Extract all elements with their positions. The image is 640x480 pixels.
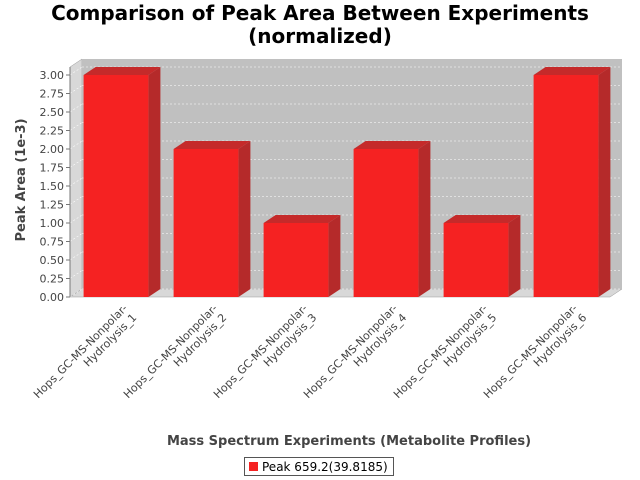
x-category-label-line: Hops_GC-MS-Nonpolar- <box>31 302 130 401</box>
x-category-label: Hops_GC-MS-Nonpolar-Hydrolysis_6 <box>481 302 589 410</box>
legend-swatch <box>249 462 258 471</box>
chart-title-line-2: (normalized) <box>248 24 392 48</box>
bar <box>533 67 611 297</box>
bar-top <box>173 141 251 149</box>
y-tick-label: 0.25 <box>40 273 65 286</box>
gridline-wall <box>69 103 83 113</box>
bar-front <box>533 75 599 297</box>
bar-side <box>148 67 161 297</box>
bar <box>173 141 251 297</box>
gridline-wall <box>69 177 83 187</box>
bar-top <box>353 141 431 149</box>
chart-title: Comparison of Peak Area Between Experime… <box>0 2 640 48</box>
bar-top <box>83 67 161 75</box>
x-axis-label: Mass Spectrum Experiments (Metabolite Pr… <box>167 434 531 449</box>
bar-front <box>353 149 419 297</box>
plot-area <box>82 59 622 289</box>
gridline-wall <box>69 66 83 76</box>
gridlines <box>69 66 622 298</box>
y-tick-label: 1.50 <box>40 180 65 193</box>
x-axis-categories: Hops_GC-MS-Nonpolar-Hydrolysis_1Hops_GC-… <box>31 302 589 410</box>
bar-top <box>263 215 341 223</box>
x-category-label-line: Hops_GC-MS-Nonpolar- <box>391 302 490 401</box>
bar-side <box>418 141 431 297</box>
legend: Peak 659.2(39.8185) <box>244 457 394 476</box>
x-category-label-line: Hops_GC-MS-Nonpolar- <box>301 302 400 401</box>
bar-front <box>263 223 329 297</box>
gridline-wall <box>69 233 83 242</box>
bar-front <box>173 149 239 297</box>
bar-front <box>443 223 509 297</box>
y-axis-ticks: 0.00 0.25 0.50 0.75 1.00 1.25 1.50 1.75 2.00 2.25… <box>40 67 71 304</box>
gridline-wall <box>69 288 83 298</box>
left-wall <box>69 58 83 298</box>
bar-top <box>533 67 611 75</box>
gridline-wall <box>69 159 83 168</box>
y-tick-label: 1.25 <box>40 199 65 212</box>
bar-side <box>508 215 521 297</box>
y-tick-label: 0.00 <box>40 291 65 304</box>
y-tick-label: 2.75 <box>40 88 65 101</box>
gridline-wall <box>69 140 83 150</box>
y-tick-label: 0.50 <box>40 254 65 267</box>
chart-title-line-1: Comparison of Peak Area Between Experime… <box>51 1 589 25</box>
gridline-wall <box>69 122 83 131</box>
gridline-wall <box>69 196 83 205</box>
bar-side <box>238 141 251 297</box>
gridline-wall <box>69 270 83 279</box>
bar <box>83 67 161 297</box>
legend-label: Peak 659.2(39.8185) <box>262 459 388 474</box>
gridline-wall <box>69 251 83 261</box>
bar <box>443 215 521 297</box>
x-category-label-line: Hops_GC-MS-Nonpolar- <box>481 302 580 401</box>
bar <box>353 141 431 297</box>
y-tick-label: 2.50 <box>40 106 65 119</box>
bar-front <box>83 75 149 297</box>
y-tick-label: 2.00 <box>40 143 65 156</box>
y-tick-label: 3.00 <box>40 69 65 82</box>
y-axis-label: Peak Area (1e-3) <box>14 118 29 241</box>
plot-background <box>69 58 623 298</box>
y-tick-label: 0.75 <box>40 236 65 249</box>
bar <box>263 215 341 297</box>
bar-side <box>598 67 611 297</box>
y-tick-label: 1.00 <box>40 217 65 230</box>
bars <box>83 67 611 297</box>
y-tick-label: 2.25 <box>40 125 65 138</box>
bar-top <box>443 215 521 223</box>
gridline-wall <box>69 85 83 94</box>
bar-side <box>328 215 341 297</box>
x-category-label-line: Hops_GC-MS-Nonpolar- <box>211 302 310 401</box>
gridline-wall <box>69 214 83 224</box>
x-category-label-line: Hops_GC-MS-Nonpolar- <box>121 302 220 401</box>
y-tick-label: 1.75 <box>40 162 65 175</box>
